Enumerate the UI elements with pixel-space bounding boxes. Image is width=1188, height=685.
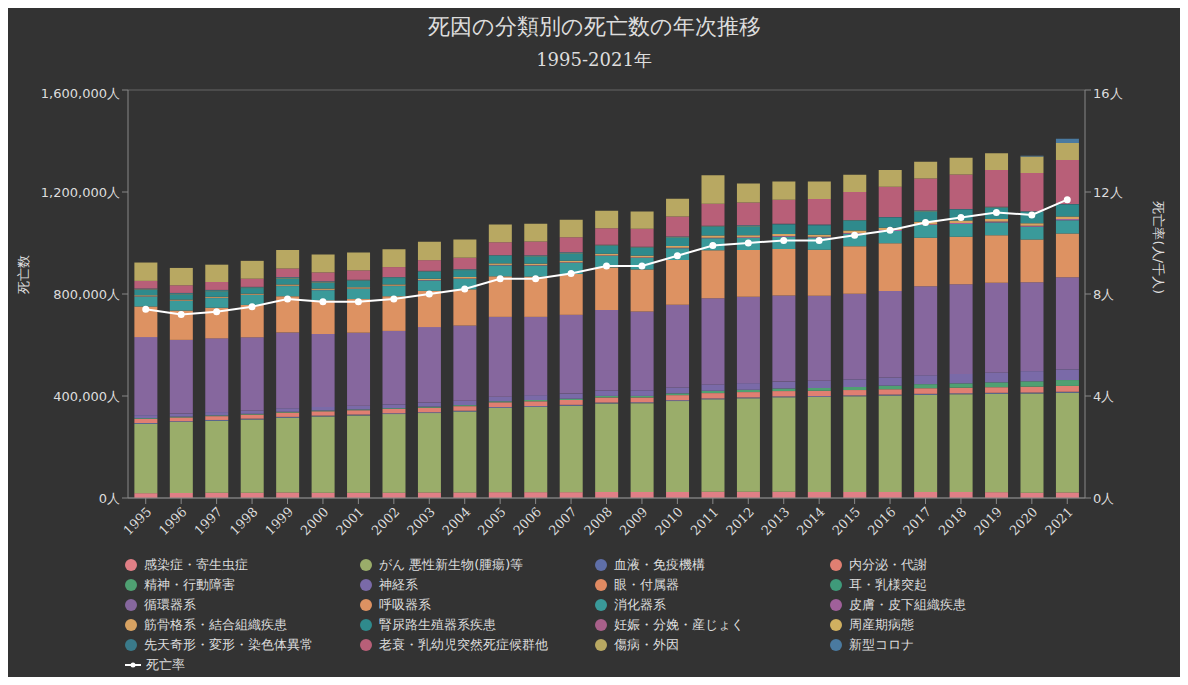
svg-text:1,600,000人: 1,600,000人 xyxy=(41,86,120,101)
svg-text:2014: 2014 xyxy=(794,504,828,538)
svg-text:2016: 2016 xyxy=(865,504,899,538)
svg-text:1,200,000人: 1,200,000人 xyxy=(41,185,120,200)
svg-text:死亡数: 死亡数 xyxy=(16,255,31,294)
html-text:妊娠・分娩・産じょく: 妊娠・分娩・産じょく xyxy=(614,617,744,632)
html-text:老衰・乳幼児突然死症候群他: 老衰・乳幼児突然死症候群他 xyxy=(379,637,548,652)
svg-text:死亡率(人/千人): 死亡率(人/千人) xyxy=(1151,201,1166,294)
svg-text:16人: 16人 xyxy=(1093,86,1123,101)
svg-text:800,000人: 800,000人 xyxy=(53,287,120,302)
html-text:死因の分類別の死亡数の年次推移: 死因の分類別の死亡数の年次推移 xyxy=(427,14,761,39)
html-text:がん 悪性新生物(腫瘍)等: がん 悪性新生物(腫瘍)等 xyxy=(379,557,524,572)
svg-text:2010: 2010 xyxy=(652,504,686,538)
html-text:循環器系: 循環器系 xyxy=(144,597,196,612)
svg-text:0人: 0人 xyxy=(1093,491,1114,506)
svg-text:2011: 2011 xyxy=(687,504,721,538)
svg-text:2013: 2013 xyxy=(758,504,792,538)
svg-text:2006: 2006 xyxy=(510,504,544,538)
svg-text:12人: 12人 xyxy=(1093,185,1123,200)
svg-text:2008: 2008 xyxy=(581,504,615,538)
svg-text:2004: 2004 xyxy=(439,504,473,538)
svg-text:8人: 8人 xyxy=(1093,287,1114,302)
svg-text:2001: 2001 xyxy=(333,504,367,538)
html-text:精神・行動障害: 精神・行動障害 xyxy=(144,577,235,592)
html-text:先天奇形・変形・染色体異常: 先天奇形・変形・染色体異常 xyxy=(144,637,313,652)
svg-text:2012: 2012 xyxy=(723,504,757,538)
svg-text:2000: 2000 xyxy=(298,504,332,538)
html-text:腎尿路生殖器系疾患: 腎尿路生殖器系疾患 xyxy=(379,617,496,632)
svg-text:1997: 1997 xyxy=(191,504,225,538)
html-text:傷病・外因: 傷病・外因 xyxy=(614,637,679,652)
svg-text:2018: 2018 xyxy=(936,504,970,538)
svg-text:2005: 2005 xyxy=(475,504,509,538)
html-text:1995-2021年: 1995-2021年 xyxy=(536,49,652,70)
html-text:消化器系: 消化器系 xyxy=(614,597,666,612)
svg-text:2003: 2003 xyxy=(404,504,438,538)
svg-text:1999: 1999 xyxy=(262,504,296,538)
html-text:筋骨格系・結合組織疾患: 筋骨格系・結合組織疾患 xyxy=(144,617,287,632)
svg-text:1998: 1998 xyxy=(227,504,261,538)
html-text:神経系: 神経系 xyxy=(379,577,418,592)
html-text:感染症・寄生虫症: 感染症・寄生虫症 xyxy=(144,557,248,572)
html-text:新型コロナ: 新型コロナ xyxy=(849,637,914,652)
html-text:呼吸器系: 呼吸器系 xyxy=(379,597,431,612)
html-text:眼・付属器: 眼・付属器 xyxy=(614,577,679,592)
svg-text:2021: 2021 xyxy=(1042,504,1076,538)
svg-text:2009: 2009 xyxy=(617,504,651,538)
svg-text:2007: 2007 xyxy=(546,504,580,538)
svg-text:2019: 2019 xyxy=(971,504,1005,538)
svg-text:2015: 2015 xyxy=(829,504,863,538)
html-text:内分泌・代謝: 内分泌・代謝 xyxy=(849,557,927,572)
svg-text:0人: 0人 xyxy=(99,491,120,506)
svg-text:2017: 2017 xyxy=(900,504,934,538)
svg-text:1996: 1996 xyxy=(156,504,190,538)
html-text:皮膚・皮下組織疾患: 皮膚・皮下組織疾患 xyxy=(849,597,966,612)
html-text:死亡率: 死亡率 xyxy=(146,657,185,672)
svg-text:2020: 2020 xyxy=(1006,504,1040,538)
svg-text:2002: 2002 xyxy=(368,504,402,538)
svg-text:4人: 4人 xyxy=(1093,389,1114,404)
html-text:周産期病態: 周産期病態 xyxy=(849,617,914,632)
html-text:血液・免疫機構: 血液・免疫機構 xyxy=(614,557,705,572)
html-text:耳・乳様突起: 耳・乳様突起 xyxy=(849,577,927,592)
svg-text:1995: 1995 xyxy=(120,504,154,538)
svg-text:400,000人: 400,000人 xyxy=(53,389,120,404)
